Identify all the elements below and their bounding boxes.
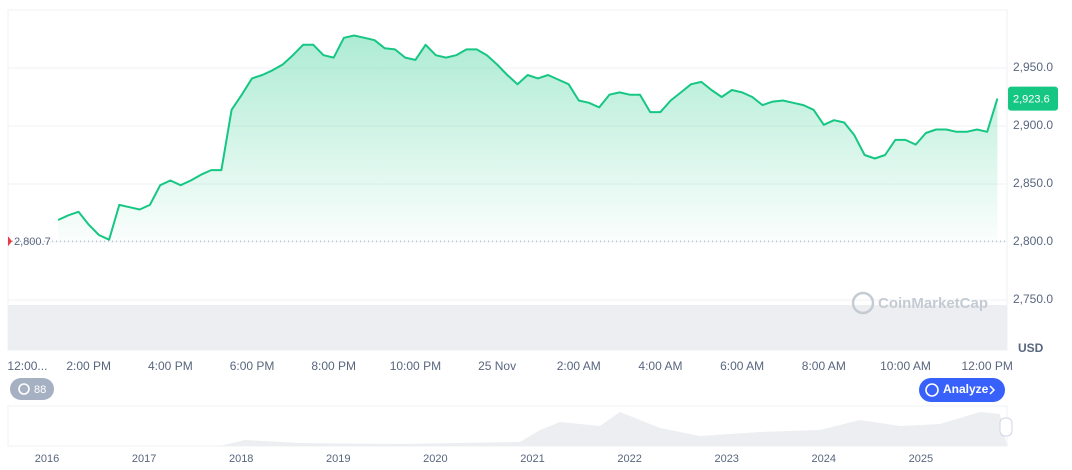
x-tick-label: 2:00 PM bbox=[66, 359, 111, 373]
x-tick-label: 10:00 PM bbox=[390, 359, 441, 373]
year-label: 2017 bbox=[132, 453, 156, 465]
navigator-handle[interactable] bbox=[999, 417, 1013, 437]
y-tick-label: 2,900.0 bbox=[1013, 118, 1053, 132]
y-tick-label: 2,800.0 bbox=[1013, 234, 1053, 248]
year-label: 2024 bbox=[812, 453, 836, 465]
year-label: 2020 bbox=[423, 453, 447, 465]
y-tick-label: 2,850.0 bbox=[1013, 176, 1053, 190]
year-label: 2016 bbox=[35, 453, 59, 465]
x-tick-label: 25 Nov bbox=[478, 359, 516, 373]
last-price-label: 2,923.6 bbox=[1013, 94, 1050, 106]
navigator-area bbox=[8, 412, 1007, 446]
last-price-tag bbox=[1008, 86, 1058, 111]
year-label: 2021 bbox=[520, 453, 544, 465]
watermark-text: CoinMarketCap bbox=[878, 295, 988, 312]
year-label: 2023 bbox=[714, 453, 738, 465]
x-tick-label: 12:00... bbox=[7, 359, 47, 373]
y-tick-label: 2,950.0 bbox=[1013, 60, 1053, 74]
area-fill bbox=[58, 35, 998, 242]
open-label: 2,800.7 bbox=[14, 236, 51, 248]
volume-band bbox=[8, 305, 1007, 350]
x-tick-label: 2:00 AM bbox=[557, 359, 601, 373]
y-tick-label: 2,750.0 bbox=[1013, 292, 1053, 306]
navigator bbox=[7, 405, 1013, 447]
x-tick-label: 6:00 PM bbox=[230, 359, 275, 373]
x-tick-label: 10:00 AM bbox=[880, 359, 931, 373]
year-label: 2019 bbox=[326, 453, 350, 465]
year-label: 2018 bbox=[229, 453, 253, 465]
history-badge[interactable]: 88 bbox=[10, 378, 54, 400]
history-count: 88 bbox=[34, 384, 46, 396]
x-tick-label: 12:00 PM bbox=[961, 359, 1012, 373]
year-label: 2022 bbox=[617, 453, 641, 465]
open-marker bbox=[8, 236, 12, 247]
price-line bbox=[57, 34, 999, 241]
currency-label: USD bbox=[1018, 341, 1044, 355]
watermark: CoinMarketCap bbox=[851, 291, 988, 315]
year-label: 2025 bbox=[909, 453, 933, 465]
x-tick-label: 8:00 PM bbox=[311, 359, 356, 373]
analyze-button[interactable]: Analyze bbox=[919, 378, 1005, 402]
analyze-label: Analyze bbox=[943, 382, 989, 396]
x-tick-label: 4:00 AM bbox=[638, 359, 682, 373]
x-tick-label: 8:00 AM bbox=[802, 359, 846, 373]
x-tick-label: 4:00 PM bbox=[148, 359, 193, 373]
x-tick-label: 6:00 AM bbox=[720, 359, 764, 373]
